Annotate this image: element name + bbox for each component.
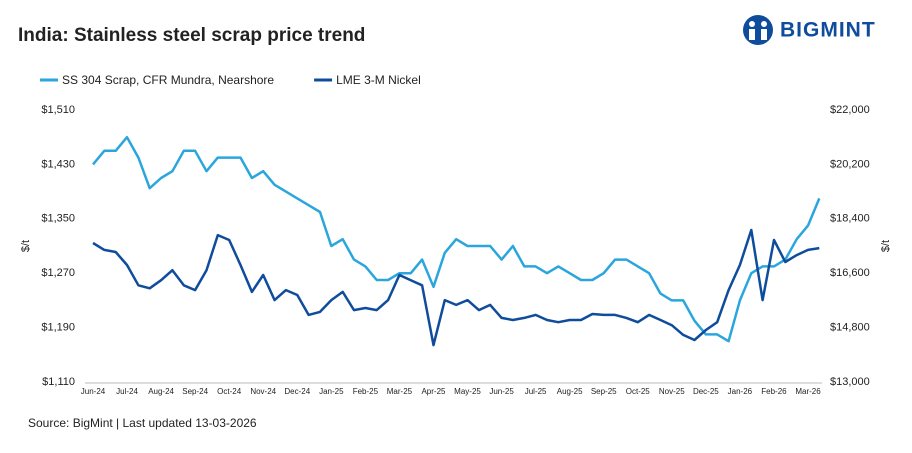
- y2-tick-label: $20,200: [830, 158, 870, 170]
- x-tick-label: Nov-24: [250, 387, 276, 396]
- y-tick-label: $1,190: [41, 322, 75, 334]
- y2-axis-label: $/t: [880, 240, 892, 252]
- y2-tick-label: $14,800: [830, 322, 870, 334]
- y-tick-label: $1,270: [41, 267, 75, 279]
- y-tick-label: $1,430: [41, 158, 75, 170]
- x-tick-label: Dec-24: [284, 387, 310, 396]
- x-tick-label: Sep-24: [182, 387, 208, 396]
- y2-tick-label: $13,000: [830, 376, 870, 388]
- y-axis-label: $/t: [20, 240, 32, 252]
- brand-name: BIGMINT: [780, 19, 876, 42]
- y2-tick-label: $16,600: [830, 267, 870, 279]
- x-tick-label: Oct-24: [217, 387, 242, 396]
- x-tick-label: Jan-25: [319, 387, 344, 396]
- x-tick-label: Dec-25: [693, 387, 719, 396]
- x-tick-label: Jan-26: [728, 387, 753, 396]
- x-tick-label: Mar-25: [387, 387, 413, 396]
- x-tick-label: Feb-26: [761, 387, 787, 396]
- x-tick-label: May-25: [454, 387, 481, 396]
- y-tick-label: $1,510: [41, 104, 75, 116]
- source-note: Source: BigMint | Last updated 13-03-202…: [28, 416, 257, 430]
- x-tick-label: Feb-25: [353, 387, 379, 396]
- x-tick-label: Aug-25: [557, 387, 583, 396]
- logo-icon: [743, 15, 773, 45]
- x-tick-label: Nov-25: [659, 387, 685, 396]
- series-line: [92, 228, 820, 347]
- y2-tick-label: $22,000: [830, 104, 870, 116]
- y-tick-label: $1,350: [41, 213, 75, 225]
- x-tick-label: Jun-24: [81, 387, 106, 396]
- x-tick-label: Oct-25: [626, 387, 651, 396]
- series-line: [92, 135, 821, 343]
- y2-tick-label: $18,400: [830, 213, 870, 225]
- brand-logo: BIGMINT: [743, 15, 876, 45]
- x-tick-label: Sep-25: [591, 387, 617, 396]
- x-tick-label: Jun-25: [489, 387, 514, 396]
- x-tick-label: Mar-26: [795, 387, 821, 396]
- legend-label: SS 304 Scrap, CFR Mundra, Nearshore: [62, 73, 274, 87]
- chart-title: India: Stainless steel scrap price trend: [18, 25, 365, 46]
- y-tick-label: $1,110: [42, 376, 75, 388]
- x-tick-label: Jul-24: [116, 387, 138, 396]
- x-tick-label: Jul-25: [525, 387, 547, 396]
- x-tick-label: Aug-24: [148, 387, 174, 396]
- legend-label: LME 3-M Nickel: [336, 73, 421, 87]
- x-tick-label: Apr-25: [421, 387, 446, 396]
